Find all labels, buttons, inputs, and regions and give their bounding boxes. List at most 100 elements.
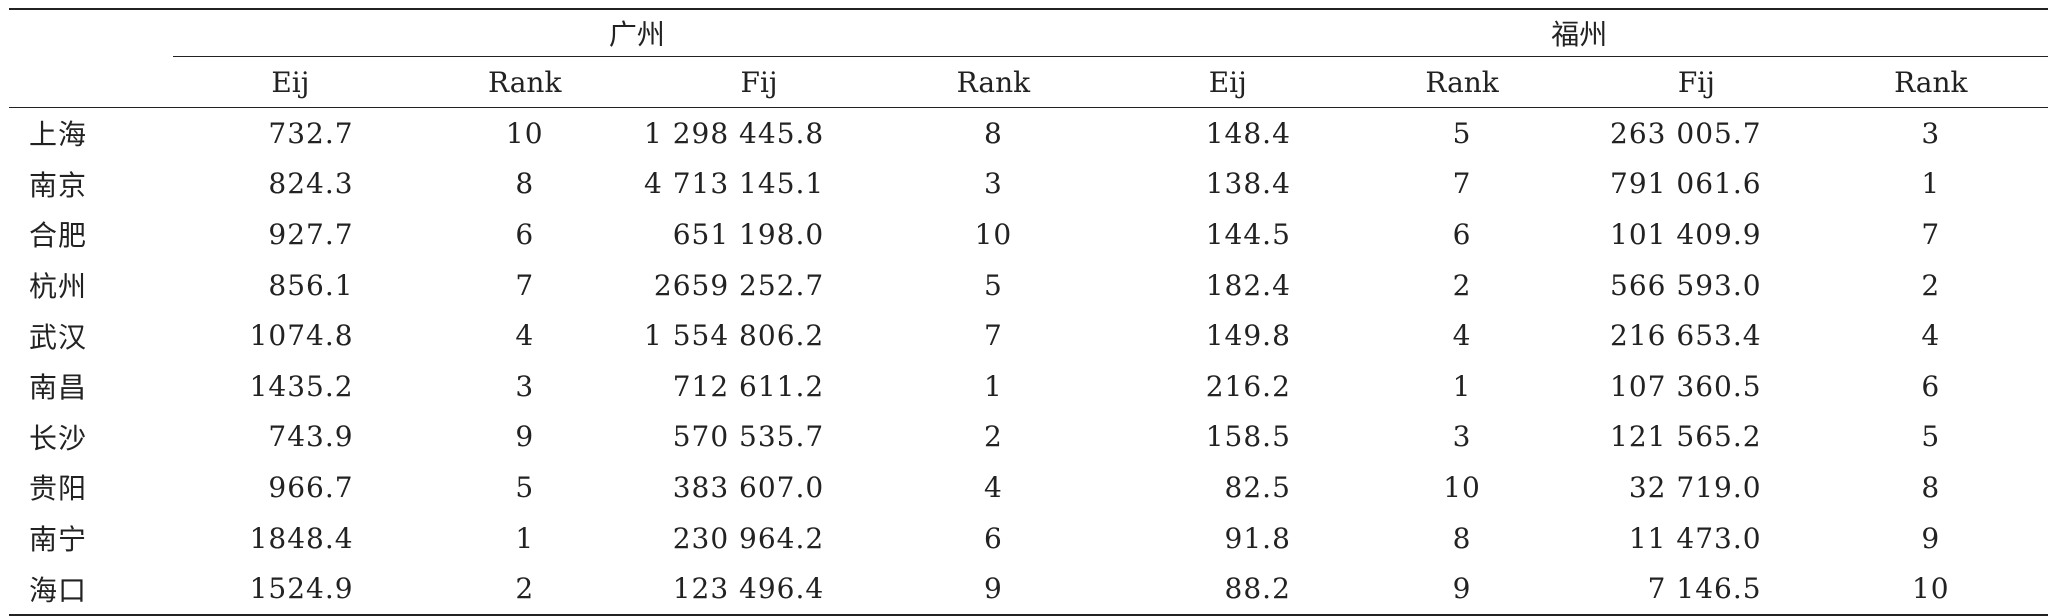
fz-fij-rank-cell: 3 bbox=[1921, 116, 1941, 150]
gz-fij-rank-cell: 9 bbox=[983, 572, 1003, 606]
fz-eij-cell: 144.5 bbox=[1205, 217, 1291, 251]
gz-eij-cell: 743.9 bbox=[268, 420, 354, 454]
fz-eij-cell: 138.4 bbox=[1205, 167, 1291, 201]
gz-fij-cell: 570 535.7 bbox=[672, 420, 825, 454]
fz-fij-cell: 11 473.0 bbox=[1628, 521, 1762, 555]
gz-eij-rank-cell: 6 bbox=[515, 217, 535, 251]
gz-fij-cell: 1 298 445.8 bbox=[644, 116, 825, 150]
gz-eij-rank-cell: 8 bbox=[515, 167, 535, 201]
group-header-guangzhou: 广州 bbox=[173, 9, 1111, 57]
column-header-gz-fij: Fij bbox=[641, 56, 877, 108]
city-cell: 武汉 bbox=[29, 320, 88, 354]
gz-fij-rank-cell: 6 bbox=[983, 521, 1003, 555]
gz-eij-cell: 966.7 bbox=[268, 470, 354, 504]
city-cell: 南昌 bbox=[29, 371, 88, 405]
gz-eij-cell: 1435.2 bbox=[249, 369, 354, 403]
fz-eij-cell: 182.4 bbox=[1205, 268, 1291, 302]
gz-eij-rank-cell: 5 bbox=[515, 470, 535, 504]
gz-eij-rank-cell: 9 bbox=[515, 420, 535, 454]
group-header-fuzhou: 福州 bbox=[1110, 9, 2048, 57]
fz-fij-rank-cell: 10 bbox=[1911, 572, 1950, 606]
gz-fij-cell: 1 554 806.2 bbox=[644, 319, 825, 353]
gz-fij-cell: 383 607.0 bbox=[672, 470, 825, 504]
fz-fij-rank-cell: 6 bbox=[1921, 369, 1941, 403]
gz-fij-rank-cell: 10 bbox=[974, 217, 1013, 251]
fz-fij-rank-cell: 9 bbox=[1921, 521, 1941, 555]
table-row: 贵阳 966.7 5 383 607.0 4 82.5 10 32 719.0 … bbox=[9, 462, 2048, 513]
table-row: 杭州 856.1 7 2659 252.7 5 182.4 2 566 593.… bbox=[9, 260, 2048, 311]
column-header-fz-eij: Eij bbox=[1110, 56, 1345, 108]
table-row: 合肥 927.7 6 651 198.0 10 144.5 6 101 409.… bbox=[9, 209, 2048, 260]
city-cell: 南宁 bbox=[29, 523, 88, 557]
table-row: 南京 824.3 8 4 713 145.1 3 138.4 7 791 061… bbox=[9, 159, 2048, 210]
gz-eij-rank-cell: 2 bbox=[515, 572, 535, 606]
column-header-fz-fij: Fij bbox=[1579, 56, 1814, 108]
gz-fij-rank-cell: 7 bbox=[983, 319, 1003, 353]
fz-eij-cell: 158.5 bbox=[1205, 420, 1291, 454]
gz-eij-cell: 927.7 bbox=[268, 217, 354, 251]
gz-fij-cell: 651 198.0 bbox=[672, 217, 825, 251]
city-cell: 合肥 bbox=[29, 219, 88, 253]
gz-eij-rank-cell: 3 bbox=[515, 369, 535, 403]
fz-fij-rank-cell: 5 bbox=[1921, 420, 1941, 454]
fz-eij-cell: 149.8 bbox=[1205, 319, 1291, 353]
gz-eij-cell: 1524.9 bbox=[249, 572, 354, 606]
fz-fij-rank-cell: 7 bbox=[1921, 217, 1941, 251]
fz-fij-cell: 263 005.7 bbox=[1610, 116, 1762, 150]
fz-eij-cell: 91.8 bbox=[1224, 521, 1291, 555]
gz-fij-rank-cell: 5 bbox=[983, 268, 1003, 302]
gz-fij-cell: 4 713 145.1 bbox=[644, 167, 825, 201]
fz-fij-cell: 7 146.5 bbox=[1647, 572, 1762, 606]
gz-fij-cell: 2659 252.7 bbox=[653, 268, 825, 302]
gz-fij-rank-cell: 8 bbox=[983, 116, 1003, 150]
column-header-gz-eij-rank: Rank bbox=[407, 56, 642, 108]
table-row: 海口 1524.9 2 123 496.4 9 88.2 9 7 146.5 1… bbox=[9, 563, 2048, 615]
fz-eij-cell: 82.5 bbox=[1224, 470, 1291, 504]
fz-eij-rank-cell: 10 bbox=[1443, 470, 1481, 504]
column-header-fz-fij-rank: Rank bbox=[1813, 56, 2048, 108]
gz-eij-rank-cell: 1 bbox=[515, 521, 535, 555]
gz-fij-cell: 123 496.4 bbox=[672, 572, 825, 606]
gz-fij-cell: 230 964.2 bbox=[672, 521, 825, 555]
gz-fij-rank-cell: 1 bbox=[983, 369, 1003, 403]
fz-fij-cell: 121 565.2 bbox=[1610, 420, 1762, 454]
city-cell: 杭州 bbox=[29, 270, 88, 304]
fz-eij-cell: 216.2 bbox=[1205, 369, 1291, 403]
fz-fij-rank-cell: 4 bbox=[1921, 319, 1941, 353]
fz-fij-rank-cell: 2 bbox=[1921, 268, 1941, 302]
fz-fij-cell: 32 719.0 bbox=[1628, 470, 1762, 504]
fz-eij-cell: 148.4 bbox=[1205, 116, 1291, 150]
fz-fij-cell: 107 360.5 bbox=[1610, 369, 1762, 403]
fz-eij-rank-cell: 9 bbox=[1452, 572, 1472, 606]
city-cell: 海口 bbox=[29, 573, 88, 607]
fz-eij-rank-cell: 1 bbox=[1452, 369, 1472, 403]
corner-cell bbox=[9, 9, 173, 57]
data-table-container: 广州 福州 Eij Rank Fij Rank Eij Rank Fij Ran… bbox=[9, 8, 2048, 616]
column-header-row: Eij Rank Fij Rank Eij Rank Fij Rank bbox=[9, 56, 2048, 108]
gz-eij-cell: 856.1 bbox=[268, 268, 354, 302]
city-cell: 南京 bbox=[29, 168, 88, 202]
gz-eij-rank-cell: 10 bbox=[505, 116, 544, 150]
gz-eij-cell: 1848.4 bbox=[249, 521, 354, 555]
fz-eij-rank-cell: 3 bbox=[1452, 420, 1472, 454]
city-comparison-table: 广州 福州 Eij Rank Fij Rank Eij Rank Fij Ran… bbox=[9, 8, 2048, 616]
column-header-fz-eij-rank: Rank bbox=[1344, 56, 1580, 108]
column-header-gz-eij: Eij bbox=[173, 56, 408, 108]
fz-eij-rank-cell: 4 bbox=[1452, 319, 1472, 353]
table-row: 长沙 743.9 9 570 535.7 2 158.5 3 121 565.2… bbox=[9, 412, 2048, 463]
fz-fij-cell: 566 593.0 bbox=[1610, 268, 1762, 302]
fz-fij-cell: 101 409.9 bbox=[1610, 217, 1762, 251]
city-cell: 长沙 bbox=[29, 421, 88, 455]
table-row: 上海 732.7 10 1 298 445.8 8 148.4 5 263 00… bbox=[9, 108, 2048, 159]
fz-fij-cell: 791 061.6 bbox=[1610, 167, 1762, 201]
gz-fij-rank-cell: 2 bbox=[983, 420, 1003, 454]
gz-fij-cell: 712 611.2 bbox=[672, 369, 825, 403]
gz-fij-rank-cell: 3 bbox=[983, 167, 1003, 201]
gz-eij-cell: 824.3 bbox=[268, 167, 354, 201]
gz-eij-rank-cell: 7 bbox=[515, 268, 535, 302]
table-row: 南昌 1435.2 3 712 611.2 1 216.2 1 107 360.… bbox=[9, 361, 2048, 412]
fz-eij-rank-cell: 7 bbox=[1452, 167, 1472, 201]
fz-eij-rank-cell: 8 bbox=[1452, 521, 1472, 555]
table-row: 南宁 1848.4 1 230 964.2 6 91.8 8 11 473.0 … bbox=[9, 513, 2048, 564]
fz-eij-rank-cell: 6 bbox=[1452, 217, 1472, 251]
